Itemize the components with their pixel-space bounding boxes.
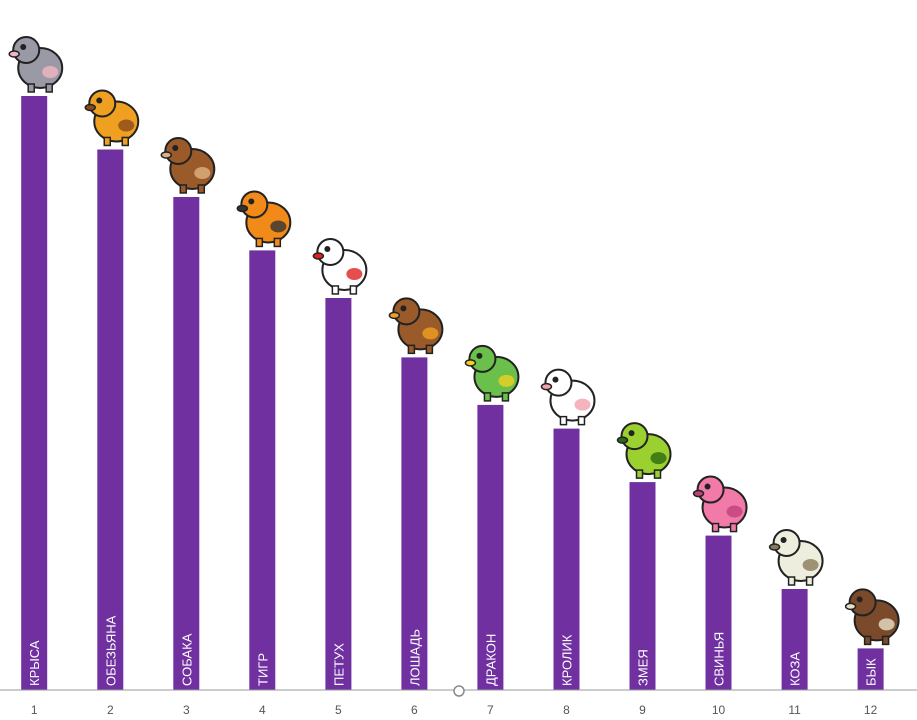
- bar-label-10: СВИНЬЯ: [712, 632, 727, 686]
- axis-handle[interactable]: [453, 685, 465, 697]
- bar-label-11: КОЗА: [788, 652, 803, 686]
- rat-icon: [8, 36, 64, 93]
- bar-9: [629, 482, 656, 690]
- bar-4: [249, 250, 276, 690]
- x-tick-labels: 1 2 3 4 5 6 7 8 9 10 11 12: [31, 703, 878, 717]
- dragon-icon: [464, 344, 520, 402]
- tiger-icon: [236, 190, 292, 248]
- x-tick-9: 9: [639, 703, 646, 717]
- x-tick-8: 8: [563, 703, 570, 717]
- x-tick-12: 12: [864, 703, 878, 717]
- bar-label-3: СОБАКА: [179, 633, 194, 686]
- bar-label-12: БЫК: [864, 658, 879, 686]
- bar-label-2: ОБЕЗЬЯНА: [103, 615, 118, 686]
- bar-10: [705, 535, 732, 690]
- bar-11: [781, 589, 808, 690]
- ox-icon: [844, 588, 900, 646]
- dog-icon: [160, 136, 216, 194]
- bar-label-4: ТИГР: [255, 653, 270, 686]
- bar-label-6: ЛОШАДЬ: [407, 629, 422, 686]
- snake-icon: [616, 422, 672, 479]
- bar-label-5: ПЕТУХ: [331, 643, 346, 686]
- x-tick-10: 10: [712, 703, 726, 717]
- x-tick-6: 6: [411, 703, 418, 717]
- bar-3: [173, 197, 200, 690]
- pig-icon: [692, 475, 748, 533]
- bars-group: КРЫСА ОБЕЗЬЯНА СОБАКА ТИГР ПЕТУХ ЛОШАДЬ ДРАКОН…: [21, 96, 884, 690]
- bar-label-1: КРЫСА: [27, 640, 42, 686]
- x-tick-11: 11: [788, 703, 801, 717]
- x-tick-5: 5: [335, 703, 342, 717]
- rooster-icon: [312, 237, 368, 295]
- x-tick-3: 3: [183, 703, 190, 717]
- animal-icons-group: [8, 36, 900, 646]
- horse-icon: [388, 297, 444, 355]
- rabbit-icon: [540, 368, 596, 426]
- x-tick-7: 7: [487, 703, 494, 717]
- bar-7: [477, 404, 504, 690]
- bar-label-8: КРОЛИК: [560, 634, 575, 686]
- x-tick-1: 1: [31, 703, 38, 717]
- bar-label-7: ДРАКОН: [483, 634, 498, 686]
- bar-6: [401, 357, 428, 690]
- bar-label-9: ЗМЕЯ: [636, 649, 651, 686]
- x-tick-2: 2: [107, 703, 114, 717]
- bar-12: [857, 648, 884, 690]
- bar-2: [97, 149, 124, 690]
- bar-1: [21, 96, 48, 690]
- x-tick-4: 4: [259, 703, 266, 717]
- monkey-icon: [84, 89, 140, 147]
- goat-icon: [768, 529, 824, 586]
- bar-8: [553, 428, 580, 690]
- bar-5: [325, 298, 352, 690]
